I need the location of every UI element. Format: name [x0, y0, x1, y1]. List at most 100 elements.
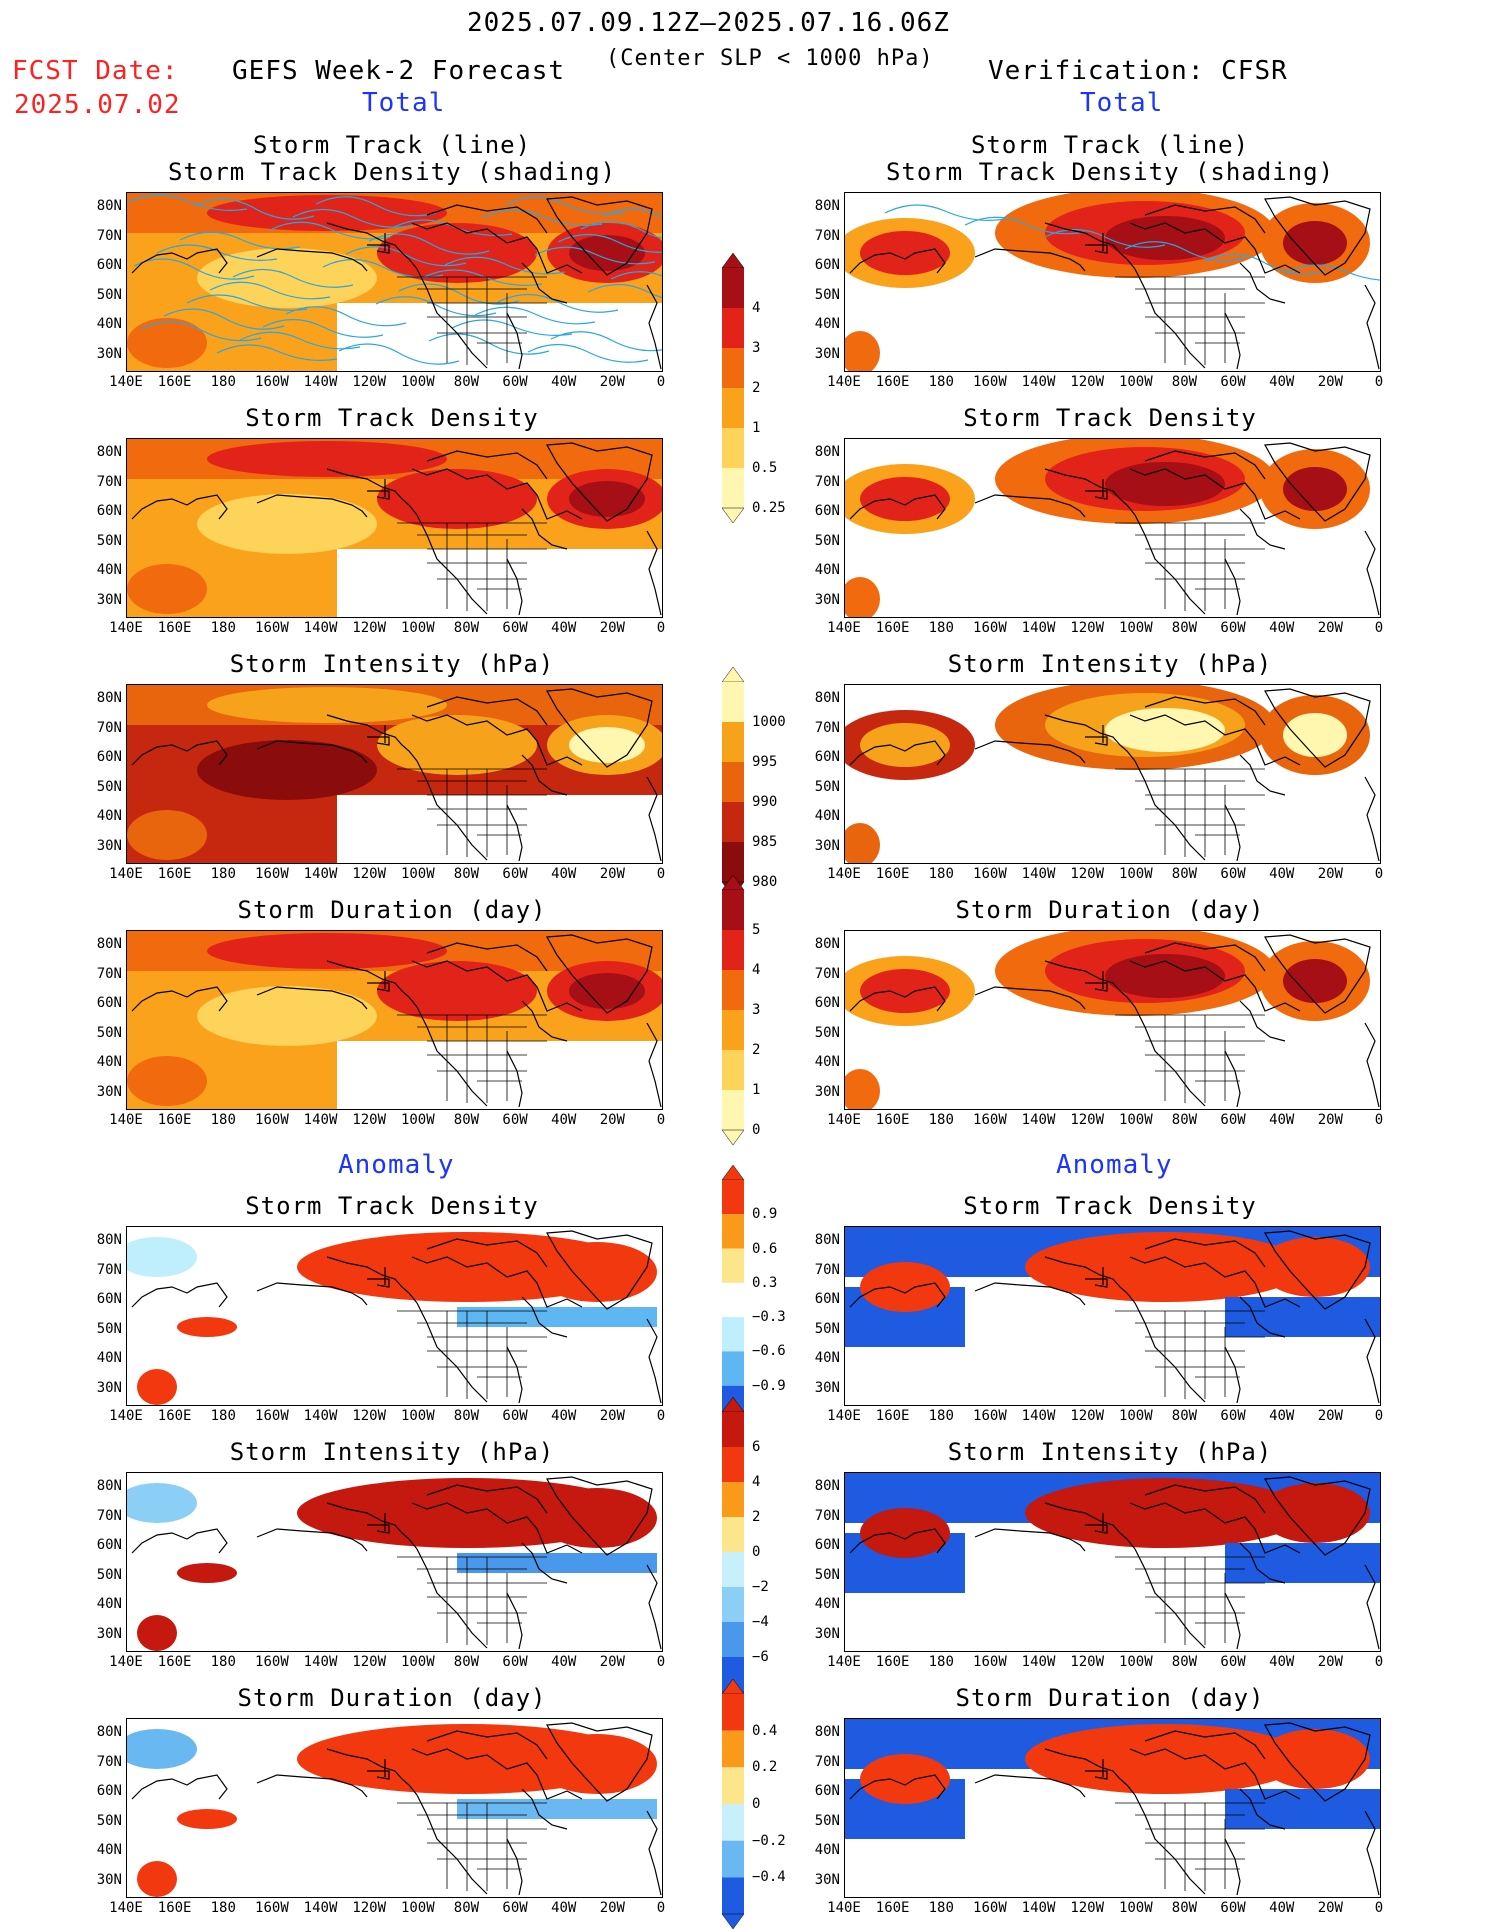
lat-label: 60N: [814, 503, 840, 519]
lon-label: 120W: [352, 1900, 387, 1916]
map-shading: [845, 685, 1380, 863]
lon-label: 40W: [1269, 1654, 1295, 1670]
map-panel-verification-2: [844, 438, 1381, 618]
colorbar-density_anom: [721, 1165, 745, 1435]
colorbar-density_total: [721, 253, 745, 523]
lat-label: 70N: [96, 965, 122, 982]
colorbar-label: 4: [752, 300, 761, 316]
map-panel-forecast-1: [126, 192, 663, 372]
lat-label: 80N: [814, 690, 840, 706]
lat-label: 60N: [96, 995, 122, 1011]
colorbar-label: 4: [752, 962, 761, 978]
lat-label: 70N: [814, 227, 840, 244]
lon-label: 80W: [1171, 1900, 1198, 1916]
map-panel-verification-6: [844, 1472, 1381, 1652]
lat-label: 30N: [814, 591, 840, 608]
lat-label: 70N: [814, 1507, 840, 1524]
lon-label: 100W: [1118, 620, 1153, 636]
lon-label: 140W: [303, 1112, 338, 1128]
lon-label: 20W: [1317, 1408, 1343, 1424]
colorbar-label: −0.2: [752, 1832, 786, 1849]
colorbar-label: 1: [752, 1082, 761, 1098]
lon-label: 60W: [502, 620, 528, 636]
colorbar-label: −6: [752, 1649, 769, 1665]
lon-label: 160E: [157, 1408, 192, 1424]
lon-label: 40W: [1269, 620, 1295, 636]
lat-label: 30N: [814, 1625, 840, 1642]
lat-label: 60N: [814, 257, 840, 273]
panel-title-r1b: Storm Track Density (shading): [885, 158, 1335, 186]
lat-label: 50N: [96, 1566, 122, 1583]
lon-label: 60W: [1220, 866, 1246, 882]
colorbar-label: 0.6: [752, 1240, 778, 1257]
lat-label: 50N: [96, 1812, 122, 1829]
lon-label: 140W: [1021, 1112, 1056, 1128]
lat-label: 30N: [814, 1871, 840, 1888]
lat-label: 70N: [96, 227, 122, 244]
map-panel-verification-3: [844, 684, 1381, 864]
lon-label: 140W: [1021, 620, 1056, 636]
lon-label: 160W: [973, 1654, 1007, 1670]
lat-label: 70N: [96, 1261, 122, 1278]
colorbar-label: −0.4: [752, 1869, 786, 1886]
lat-label: 50N: [96, 1024, 122, 1041]
lon-label: 100W: [1118, 374, 1153, 390]
lat-label: 70N: [814, 1753, 840, 1770]
lon-label: 60W: [502, 1900, 528, 1916]
lat-label: 60N: [814, 1537, 840, 1553]
lon-label: 160W: [973, 374, 1007, 390]
lon-label: 0: [656, 866, 666, 882]
lon-label: 0: [656, 374, 666, 390]
lon-label: 120W: [352, 866, 387, 882]
lon-label: 40W: [551, 1112, 577, 1128]
lon-label: 160E: [875, 1900, 910, 1916]
lon-label: 140E: [109, 1654, 143, 1670]
lon-label: 160W: [973, 866, 1007, 882]
colorbar-label: 980: [752, 874, 778, 890]
lat-label: 60N: [96, 1537, 122, 1553]
lat-label: 60N: [96, 503, 122, 519]
lat-label: 40N: [814, 808, 840, 824]
colorbar-label: 2: [752, 1042, 761, 1058]
map-shading: [127, 1230, 662, 1405]
lon-label: 140E: [109, 1900, 143, 1916]
lon-label: 180: [210, 1900, 236, 1916]
lon-label: 140W: [303, 866, 338, 882]
lon-label: 140E: [827, 1654, 861, 1670]
map-panel-forecast-4: [126, 930, 663, 1110]
lon-label: 60W: [1220, 1112, 1246, 1128]
lon-label: 20W: [1317, 620, 1343, 636]
lat-label: 50N: [96, 532, 122, 549]
map-panel-forecast-3: [126, 684, 663, 864]
lat-label: 80N: [96, 1478, 122, 1494]
lon-label: 120W: [352, 1654, 387, 1670]
lon-label: 0: [1374, 1112, 1384, 1128]
lon-label: 0: [1374, 374, 1384, 390]
lon-label: 40W: [1269, 1112, 1295, 1128]
lon-label: 180: [928, 1408, 954, 1424]
lon-label: 180: [928, 1112, 954, 1128]
lon-label: 160E: [875, 374, 910, 390]
lon-label: 100W: [400, 1900, 435, 1916]
lat-label: 80N: [814, 936, 840, 952]
panel-title-r3: Storm Intensity (hPa): [947, 650, 1273, 678]
lat-label: 30N: [96, 1625, 122, 1642]
lon-label: 60W: [1220, 374, 1246, 390]
lon-label: 60W: [1220, 620, 1246, 636]
lon-label: 0: [656, 1408, 666, 1424]
lat-label: 30N: [96, 591, 122, 608]
lat-label: 30N: [96, 1379, 122, 1396]
map-shading: [845, 439, 1380, 617]
lon-label: 160E: [157, 1112, 192, 1128]
lat-label: 80N: [96, 936, 122, 952]
map-panel-verification-5: [844, 1226, 1381, 1406]
lon-label: 20W: [1317, 1654, 1343, 1670]
colorbar-label: 2: [752, 1509, 761, 1525]
lon-label: 120W: [352, 1112, 387, 1128]
lon-label: 20W: [1317, 1900, 1343, 1916]
colorbar-label: 0: [752, 1796, 761, 1812]
colorbar-label: 0: [752, 1122, 761, 1138]
lat-label: 70N: [814, 965, 840, 982]
lat-label: 80N: [814, 198, 840, 214]
lat-label: 70N: [814, 473, 840, 490]
